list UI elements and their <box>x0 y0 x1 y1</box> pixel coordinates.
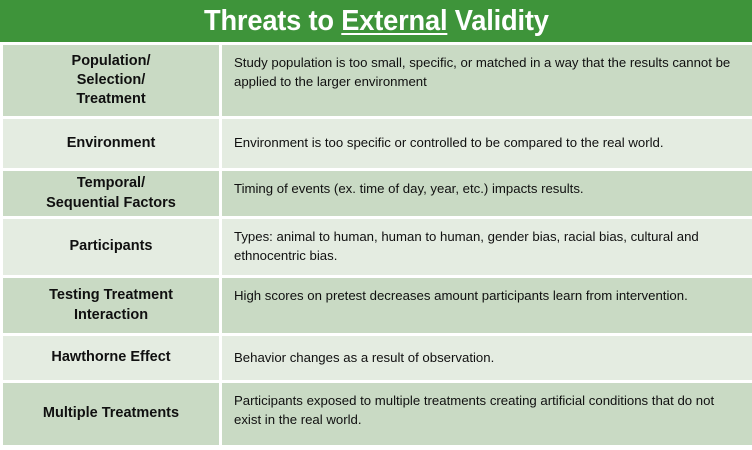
threat-name-line: Selection/ <box>76 71 146 88</box>
threat-name-line: Sequential Factors <box>46 194 176 211</box>
threat-name-cell: Population/ Selection/ Treatment <box>3 45 222 116</box>
threat-description-cell: High scores on pretest decreases amount … <box>234 288 688 303</box>
table-row: Multiple Treatments Participants exposed… <box>3 383 752 445</box>
table-row: Population/ Selection/ Treatment Study p… <box>3 45 752 119</box>
table-row: Hawthorne Effect Behavior changes as a r… <box>3 336 752 383</box>
threat-name-line: Testing Treatment <box>49 287 173 304</box>
table-body: Population/ Selection/ Treatment Study p… <box>0 42 752 450</box>
threat-name-cell: Multiple Treatments <box>3 383 222 445</box>
table-row: Environment Environment is too specific … <box>3 119 752 171</box>
threat-name-text: Environment <box>66 134 156 151</box>
threat-name-cell: Participants <box>3 219 222 275</box>
threat-description-cell: Types: animal to human, human to human, … <box>234 229 699 263</box>
threat-description-cell: Timing of events (ex. time of day, year,… <box>234 181 584 196</box>
threat-description-cell: Behavior changes as a result of observat… <box>234 349 495 365</box>
threat-name-line: Interaction <box>73 306 149 323</box>
threat-description-cell: Environment is too specific or controlle… <box>234 135 664 151</box>
threat-description-cell: Study population is too small, specific,… <box>234 55 731 89</box>
threat-name-line: Population/ <box>71 52 151 69</box>
table-row: Participants Types: animal to human, hum… <box>3 219 752 278</box>
table-title-banner: Threats to External Validity <box>0 0 752 42</box>
threat-name-cell: Testing Treatment Interaction <box>3 278 222 333</box>
table-row: Temporal/ Sequential Factors Timing of e… <box>3 171 752 219</box>
threat-name-line: Temporal/ <box>76 175 146 192</box>
threat-name-text: Testing Treatment Interaction <box>49 286 173 324</box>
threat-name-line: Treatment <box>76 91 146 108</box>
threat-name-text: Population/ Selection/ Treatment <box>72 52 151 109</box>
threat-name-cell: Hawthorne Effect <box>3 336 222 380</box>
threat-name-cell: Environment <box>3 119 222 168</box>
threat-name-cell: Temporal/ Sequential Factors <box>3 171 222 216</box>
title-underlined-word: External <box>340 4 447 37</box>
threat-description-cell: Participants exposed to multiple treatme… <box>234 393 715 427</box>
page-title: Threats to External Validity <box>203 4 549 37</box>
title-suffix: Validity <box>446 4 549 37</box>
threat-name-text: Participants <box>69 238 153 255</box>
threat-name-text: Hawthorne Effect <box>51 349 171 366</box>
threat-name-text: Multiple Treatments <box>42 405 180 422</box>
threat-name-text: Temporal/ Sequential Factors <box>46 174 176 212</box>
table-row: Testing Treatment Interaction High score… <box>3 278 752 336</box>
title-prefix: Threats to <box>203 4 341 37</box>
